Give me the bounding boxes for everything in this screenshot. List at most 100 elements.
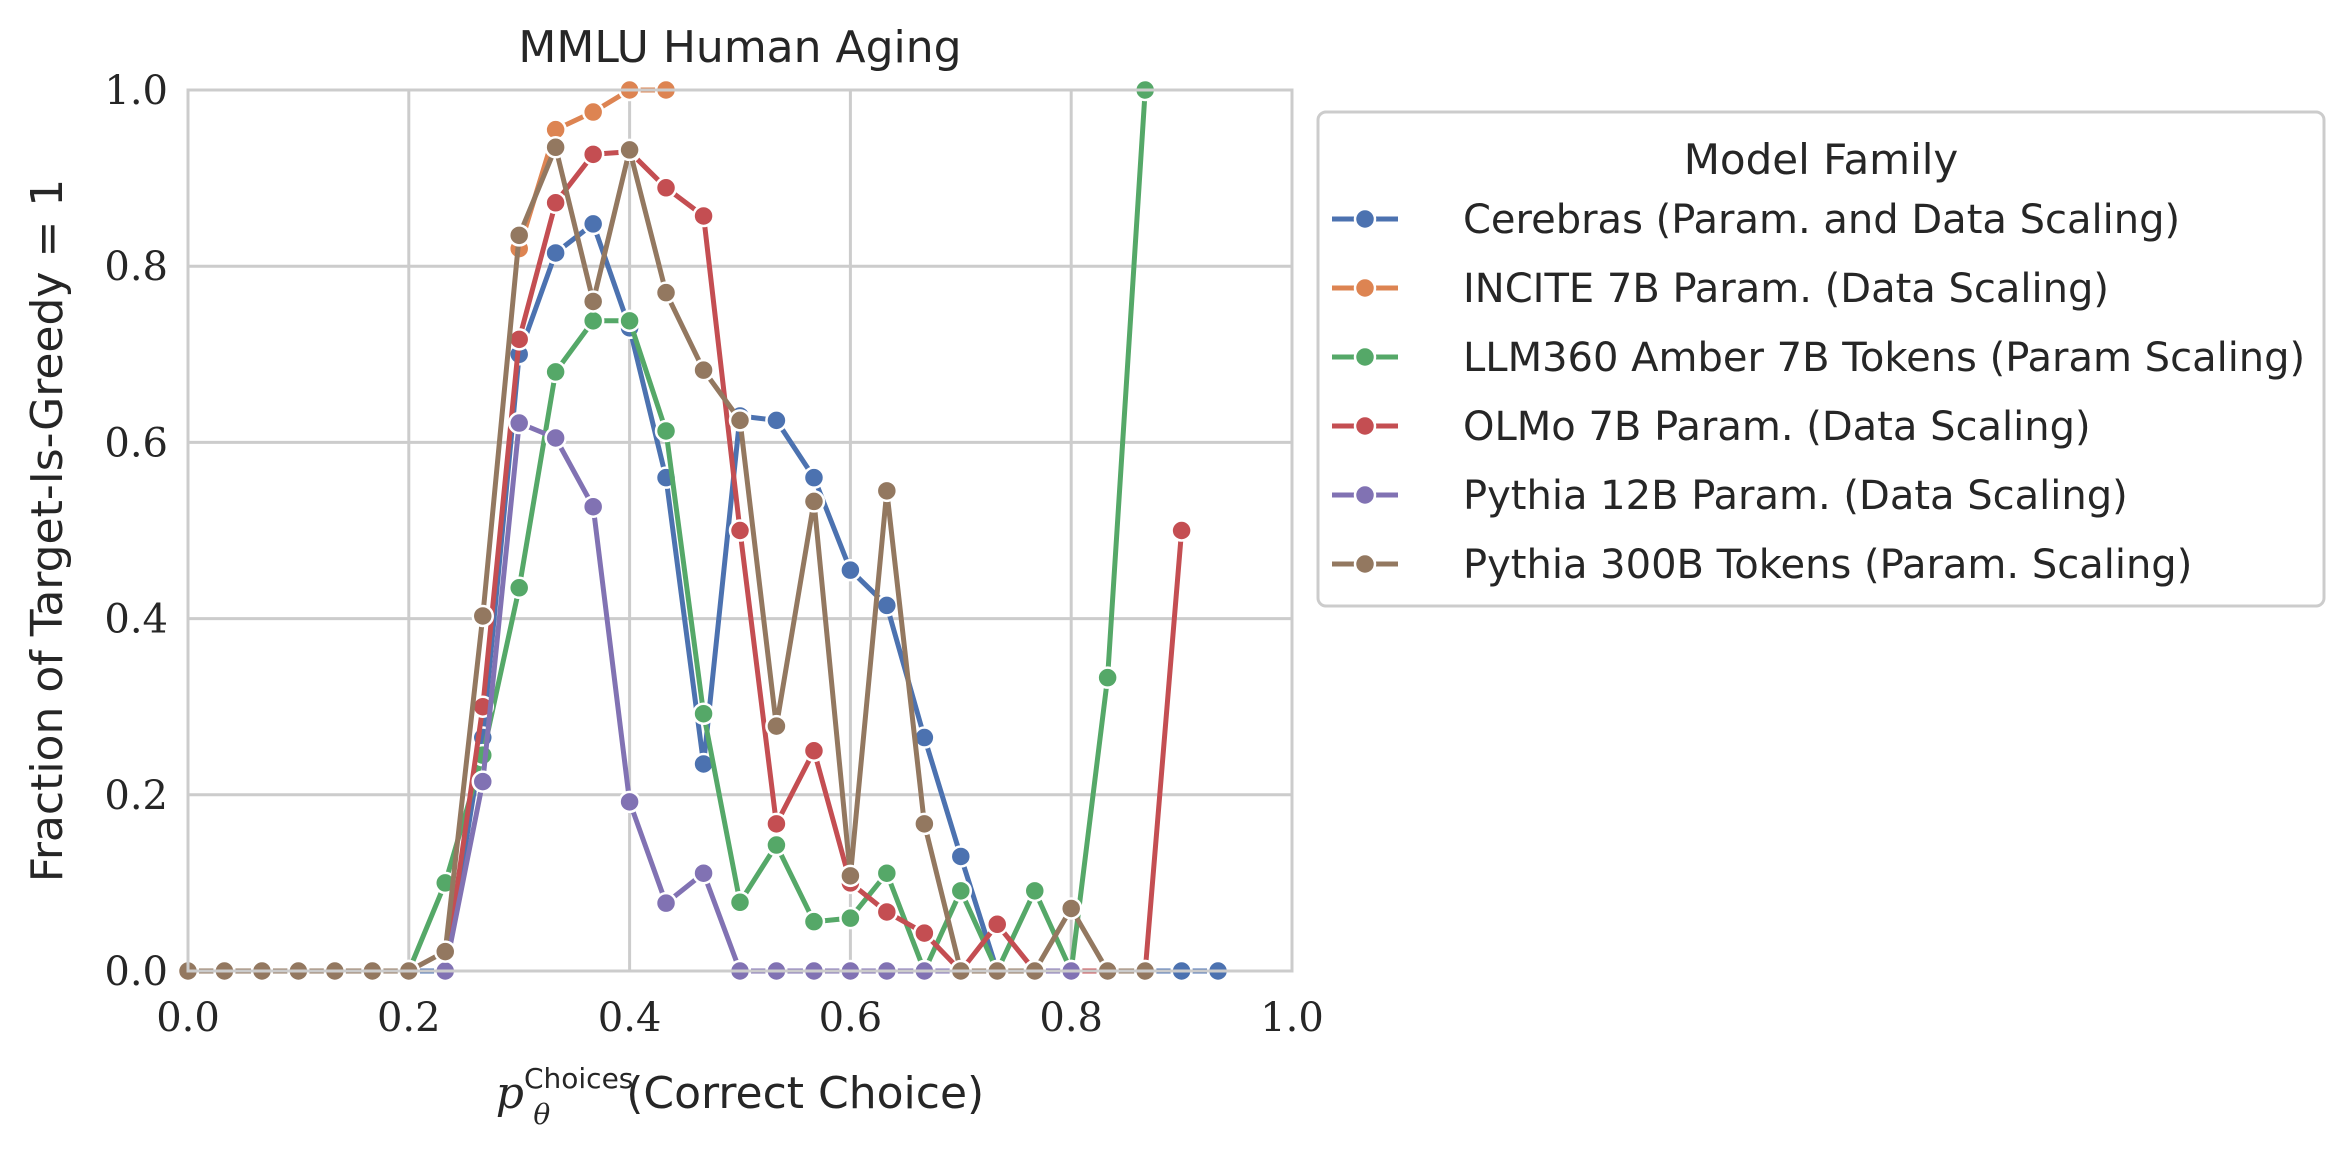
data-point xyxy=(765,714,788,738)
legend-label: OLMo 7B Param. (Data Scaling) xyxy=(1463,404,2091,450)
legend-swatch-marker xyxy=(1353,414,1377,438)
legend-item: OLMo 7B Param. (Data Scaling) xyxy=(1332,404,2091,450)
data-point xyxy=(765,812,788,836)
legend-item: Cerebras (Param. and Data Scaling) xyxy=(1332,197,2180,243)
legend-label: Pythia 12B Param. (Data Scaling) xyxy=(1463,473,2128,519)
legend-swatch-marker xyxy=(1353,552,1377,576)
data-point xyxy=(949,845,973,868)
data-point xyxy=(654,281,678,304)
data-point xyxy=(728,891,752,914)
legend-label: INCITE 7B Param. (Data Scaling) xyxy=(1463,266,2109,312)
legend-label: Cerebras (Param. and Data Scaling) xyxy=(1463,197,2180,243)
y-tick-label: 0.2 xyxy=(104,773,168,819)
data-point xyxy=(802,910,826,933)
data-point xyxy=(839,906,862,930)
series-line xyxy=(188,221,1218,974)
data-point xyxy=(765,833,788,857)
data-point xyxy=(765,409,788,432)
data-point xyxy=(728,409,752,432)
legend-swatch-marker xyxy=(1353,276,1377,300)
data-point xyxy=(875,900,899,924)
legend: Model Family Cerebras (Param. and Data Sc… xyxy=(1316,110,2326,608)
data-point xyxy=(875,861,899,885)
legend-label: Pythia 300B Tokens (Param. Scaling) xyxy=(1463,542,2192,588)
data-point xyxy=(581,290,605,313)
legend-swatch-marker xyxy=(1353,483,1377,507)
data-point xyxy=(581,309,605,333)
data-point xyxy=(802,490,826,513)
y-tick-label: 0.0 xyxy=(104,949,168,995)
data-point xyxy=(471,604,495,628)
data-point xyxy=(728,519,752,542)
data-point xyxy=(692,204,715,228)
data-point xyxy=(839,558,862,582)
x-tick-label: 0.6 xyxy=(819,995,883,1041)
data-point xyxy=(507,576,531,600)
data-point xyxy=(913,921,936,945)
data-point xyxy=(913,812,936,836)
data-point xyxy=(692,358,715,382)
x-tick-label: 0.4 xyxy=(598,995,662,1041)
legend-item: INCITE 7B Param. (Data Scaling) xyxy=(1332,266,2109,312)
data-point xyxy=(544,241,567,265)
data-point xyxy=(1059,897,1083,920)
data-point xyxy=(1170,519,1193,542)
x-tick-label: 0.0 xyxy=(156,995,220,1041)
data-point xyxy=(507,411,531,435)
data-point xyxy=(802,466,826,489)
x-axis-label: pChoices θ (Correct Choice) xyxy=(496,1062,984,1131)
data-point xyxy=(581,100,605,124)
x-tick-label: 0.2 xyxy=(377,995,441,1041)
data-point xyxy=(471,770,495,793)
data-point xyxy=(654,891,678,915)
data-point xyxy=(507,224,531,247)
data-point xyxy=(875,479,899,503)
data-point xyxy=(654,419,678,443)
legend-box xyxy=(1316,110,2326,608)
data-point xyxy=(618,138,641,162)
data-point xyxy=(544,426,567,450)
data-point xyxy=(692,861,715,885)
x-axis-label-rest: (Correct Choice) xyxy=(626,1068,984,1119)
data-point xyxy=(544,191,567,215)
y-axis-label: Fraction of Target-Is-Greedy = 1 xyxy=(22,179,73,883)
legend-item: Pythia 300B Tokens (Param. Scaling) xyxy=(1332,542,2192,588)
legend-label: LLM360 Amber 7B Tokens (Param Scaling) xyxy=(1463,335,2305,381)
data-point xyxy=(654,176,678,200)
data-point xyxy=(433,940,457,963)
data-point xyxy=(544,136,567,159)
data-point xyxy=(544,360,567,384)
series-3 xyxy=(397,78,1157,983)
data-point xyxy=(692,702,715,725)
data-point xyxy=(581,212,605,236)
data-point xyxy=(949,879,973,903)
y-tick-label: 1.0 xyxy=(104,68,168,114)
x-axis-label-sup: Choices xyxy=(524,1062,633,1095)
data-point xyxy=(581,143,605,166)
data-point xyxy=(875,594,899,617)
legend-item: LLM360 Amber 7B Tokens (Param Scaling) xyxy=(1332,335,2305,381)
data-point xyxy=(802,739,826,762)
series-line xyxy=(188,144,1146,974)
legend-swatch-marker xyxy=(1353,207,1377,231)
y-tick-label: 0.6 xyxy=(104,420,168,466)
chart-title: MMLU Human Aging xyxy=(518,22,961,73)
x-tick-label: 1.0 xyxy=(1260,995,1324,1041)
data-point xyxy=(581,495,605,518)
series-6 xyxy=(176,136,1157,983)
legend-item: Pythia 12B Param. (Data Scaling) xyxy=(1332,473,2128,519)
data-point xyxy=(618,309,641,333)
legend-title: Model Family xyxy=(1684,135,1959,184)
data-point xyxy=(618,790,641,814)
y-tick-label: 0.4 xyxy=(104,597,168,643)
x-tick-label: 0.8 xyxy=(1039,995,1103,1041)
data-point xyxy=(1023,879,1047,903)
plot-frame xyxy=(186,88,1294,973)
data-point xyxy=(1096,666,1119,689)
x-axis-label-sub: θ xyxy=(533,1098,550,1131)
y-tick-label: 0.8 xyxy=(104,244,168,290)
data-point xyxy=(985,913,1009,936)
x-axis-label-p: p xyxy=(496,1068,524,1119)
tick-labels: 0.0 0.2 0.4 0.6 0.8 1.0 0.0 0.2 0.4 0.6 0.8 1.0 xyxy=(104,68,1323,1041)
